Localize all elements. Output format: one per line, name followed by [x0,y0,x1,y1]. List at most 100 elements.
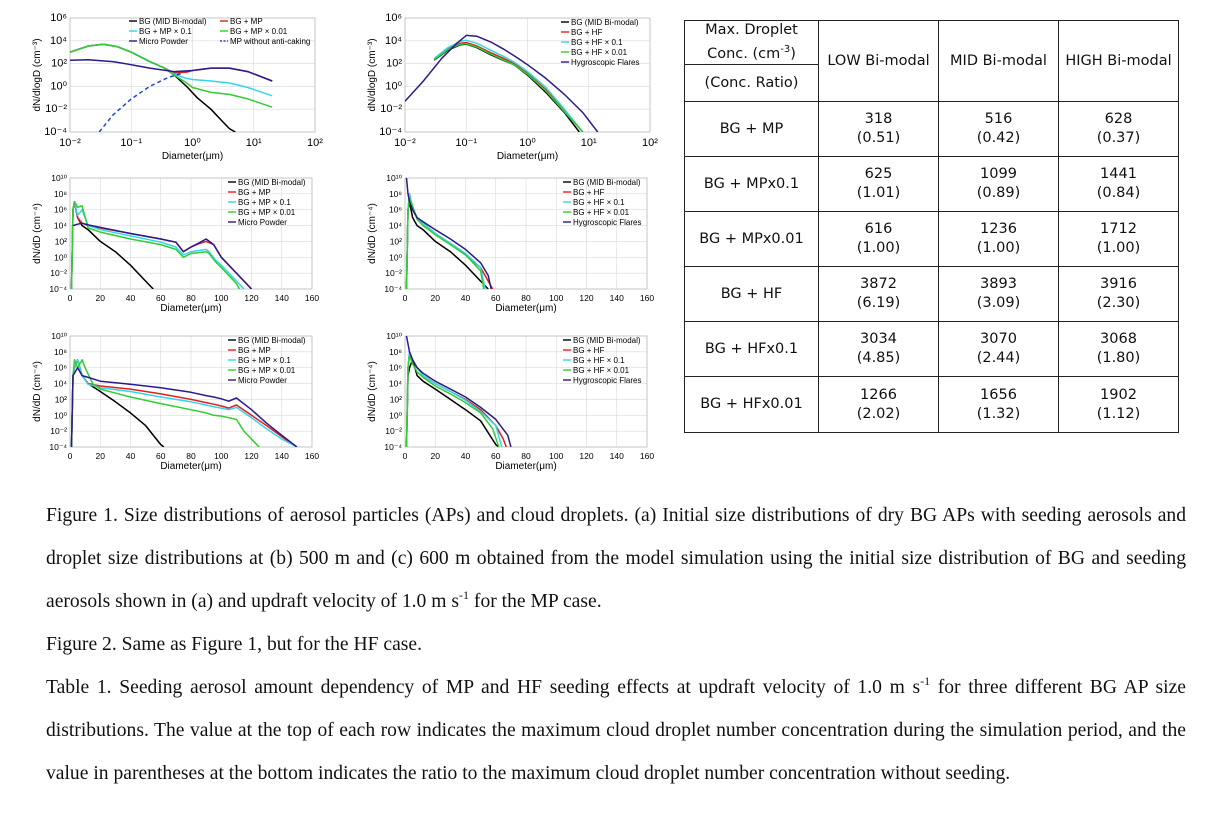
y-tick-label: 10⁴ [50,35,67,47]
conc-ratio-value: (0.37) [1096,130,1141,146]
col-header-low: LOW Bi-modal [818,20,939,102]
y-tick-label: 10² [390,236,402,246]
table-corner-header: Max. Droplet Conc. (cm-3) [684,20,819,65]
max-conc-value: 1099 [980,166,1017,182]
x-tick-label: 0 [403,451,408,461]
x-axis-label: Diameter(μm) [162,151,223,162]
y-tick-label: 10⁴ [389,379,402,389]
x-tick-label: 10⁰ [184,137,201,149]
x-tick-label: 160 [640,293,654,303]
x-tick-label: 100 [549,451,563,461]
y-tick-label: 10¹⁰ [51,173,67,183]
conc-ratio-value: (2.44) [976,350,1021,366]
conc-ratio-value: (0.84) [1096,185,1141,201]
y-tick-label: 10⁸ [54,189,67,199]
max-conc-value: 1236 [980,221,1017,237]
conc-ratio-value: (3.09) [976,295,1021,311]
legend-label: BG + HF × 0.01 [573,208,630,217]
figure2-caption: Figure 2. Same as Figure 1, but for the … [46,634,423,655]
max-conc-value: 1656 [980,386,1017,403]
legend-label: BG + HF [573,346,604,355]
table-cell: 1441 (0.84) [1058,156,1179,212]
series-line [433,43,584,132]
y-tick-label: 10² [55,394,67,404]
y-tick-label: 10⁻² [50,426,67,436]
table-cell: 1266 (2.02) [818,376,939,433]
col-header-high: HIGH Bi-modal [1058,20,1179,102]
chart-svg: 10¹⁰ 10⁸ 10⁶ 10⁴ 10² 10⁰ 10⁻² 10⁻⁴0 20 40 60 80 100 1… [32,331,319,472]
corner-line2: Conc. (cm-3) [707,44,796,62]
chart-droplet-500m-mp: 10¹⁰ 10⁸ 10⁶ 10⁴ 10² 10⁰ 10⁻² 10⁻⁴ 0 20 40 60 80 100 1… [30,172,330,328]
x-tick-label: 10⁻¹ [455,137,477,149]
series-line [72,222,253,289]
table-cell: 1656 (1.32) [938,376,1059,433]
series-line [70,366,298,447]
x-tick-label: 10⁰ [519,137,536,149]
conc-ratio-value: (1.80) [1096,350,1141,366]
x-tick-label: 0 [68,293,73,303]
y-tick-label: 10⁸ [54,347,67,357]
max-conc-value: 3872 [860,276,897,292]
series-line [405,178,492,289]
conc-ratio-value: (0.42) [976,130,1021,146]
legend-label: BG (MID Bi-modal) [139,17,207,26]
table-cell: 3916 (2.30) [1058,266,1179,322]
y-tick-label: 10⁰ [50,80,67,92]
y-tick-label: 10⁶ [389,205,402,215]
y-tick-label: 10¹⁰ [386,331,402,341]
y-tick-label: 10⁻⁴ [49,284,67,294]
legend-label: BG + HF [573,188,604,197]
x-axis-label: Diameter(μm) [160,303,221,314]
y-tick-label: 10⁴ [385,35,402,47]
y-tick-label: 10⁻⁴ [379,126,402,138]
x-tick-label: 10² [642,137,658,149]
x-axis-label: Diameter(μm) [495,461,556,472]
plot-frame [404,335,648,448]
max-conc-value: 1712 [1100,221,1137,237]
table-row: BG + HF 3872 (6.19) 3893 (3.09) 3916 (2.30) [684,266,1179,322]
y-tick-label: 10⁻² [380,103,402,115]
x-axis-label: Diameter(μm) [497,151,558,162]
series-line [70,201,245,289]
series-line [433,41,584,132]
conc-ratio-value: (1.32) [976,405,1021,422]
x-tick-label: 140 [275,293,289,303]
x-tick-label: 60 [491,451,501,461]
series-group [70,43,273,132]
y-tick-label: 10¹⁰ [386,173,402,183]
x-tick-label: 120 [244,293,258,303]
chart-svg: 10¹⁰ 10⁸ 10⁶ 10⁴ 10² 10⁰ 10⁻² 10⁻⁴0 20 40 60 80 100 1… [32,173,319,314]
max-conc-value: 3893 [980,276,1017,292]
conc-ratio-value: (0.89) [976,185,1021,201]
table-cell: 1902 (1.12) [1058,376,1179,433]
table-row: BG + MPx0.01 616 (1.00) 1236 (1.00) 1712 (1.00… [684,211,1179,267]
col-header-mid: MID Bi-modal [938,20,1059,102]
legend-label: BG + HF × 0.1 [573,356,625,365]
legend-label: BG + MP × 0.1 [139,27,192,36]
series-line [70,359,165,447]
legend-label: BG + HF × 0.1 [571,38,623,47]
max-conc-value: 516 [984,111,1013,127]
x-axis-label: Diameter(μm) [160,461,221,472]
table-cell: 1099 (0.89) [938,156,1059,212]
plot-frame [404,17,651,133]
table-cell: 1712 (1.00) [1058,211,1179,267]
y-tick-label: 10⁻² [50,268,67,278]
y-tick-label: 10⁶ [54,363,67,373]
table-row: BG + MPx0.1 625 (1.01) 1099 (0.89) 1441 (0.84) [684,156,1179,212]
series-line [405,355,500,447]
table-row: BG + HFx0.01 1266 (2.02) 1656 (1.32) 1902 (1.1… [684,376,1179,433]
conc-ratio-value: (2.02) [856,405,901,422]
series-line [98,72,184,132]
y-tick-label: 10⁴ [54,221,67,231]
series-line [405,201,489,289]
y-tick-label: 10⁶ [50,12,67,24]
table-cell: 3070 (2.44) [938,321,1059,377]
x-tick-label: 60 [156,451,166,461]
legend-label: BG + MP [238,188,271,197]
y-axis-label: dN/dD (cm⁻⁴) [32,361,43,422]
max-conc-value: 3070 [980,331,1017,347]
series-line [70,43,236,132]
